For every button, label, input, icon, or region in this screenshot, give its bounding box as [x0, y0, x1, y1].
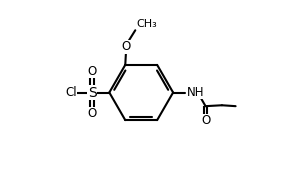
Text: CH₃: CH₃ [136, 19, 157, 29]
Text: O: O [201, 114, 210, 127]
Text: S: S [88, 85, 97, 100]
Text: NH: NH [187, 86, 204, 99]
Text: O: O [87, 107, 97, 120]
Text: Cl: Cl [65, 86, 77, 99]
Text: O: O [87, 65, 97, 78]
Text: O: O [121, 40, 131, 53]
